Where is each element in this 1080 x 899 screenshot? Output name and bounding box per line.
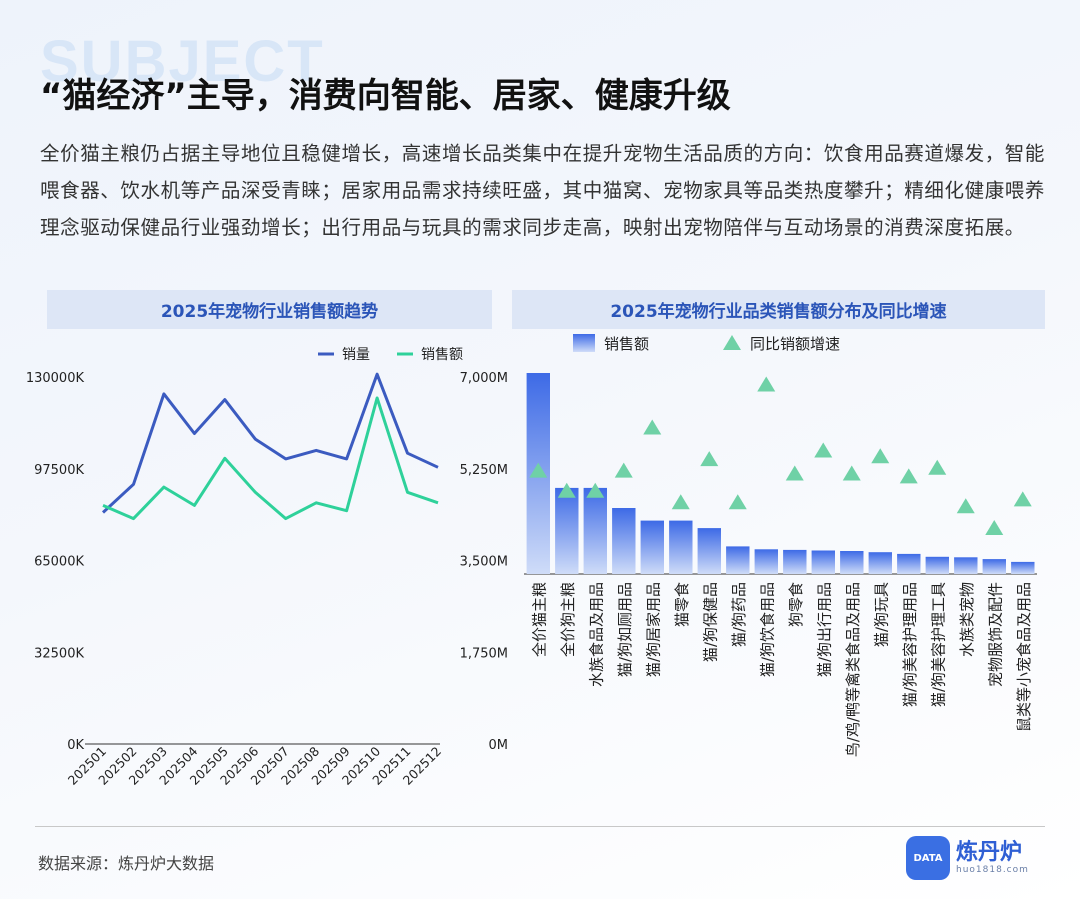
sales-bar — [897, 553, 921, 574]
brand-logo: DATA 炼丹炉 huo1818.com — [906, 836, 1029, 880]
category-label: 猫零食 — [673, 582, 691, 627]
sales-bar — [982, 559, 1006, 574]
category-label: 鸟/鸡/鸭等禽类食品及用品 — [844, 582, 862, 757]
category-label: 猫/狗居家用品 — [644, 582, 662, 677]
category-label: 全价猫主粮 — [530, 582, 548, 657]
sales-bar — [925, 556, 949, 574]
triangle-legend-icon — [723, 335, 741, 350]
right-axis-tick-label: 0M — [489, 738, 509, 753]
growth-triangle-marker — [671, 494, 690, 510]
category-label: 宠物服饰及配件 — [986, 582, 1004, 687]
category-label: 猫/狗药品 — [730, 582, 748, 647]
category-label: 猫/狗美容护理用品 — [901, 582, 919, 707]
growth-triangle-marker — [700, 451, 719, 467]
sales-bar — [1011, 561, 1035, 574]
right-axis-tick-label: 3,500M — [460, 555, 508, 570]
growth-triangle-marker — [928, 459, 947, 475]
category-label: 全价狗主粮 — [559, 582, 577, 657]
sales-bar — [811, 550, 835, 574]
bar-legend-swatch — [573, 334, 595, 352]
footer-divider — [35, 826, 1045, 827]
left-axis-tick-label: 65000K — [34, 555, 84, 570]
growth-triangle-marker — [899, 468, 918, 484]
category-label: 猫/狗饮食用品 — [758, 582, 776, 677]
sales-bar — [640, 520, 664, 574]
volume-series-line — [101, 372, 439, 514]
category-label: 水族类宠物 — [958, 582, 976, 657]
growth-triangle-marker — [529, 462, 548, 478]
category-label: 猫/狗玩具 — [872, 582, 890, 647]
right-axis-tick-label: 5,250M — [460, 463, 508, 478]
growth-triangle-marker — [842, 465, 861, 481]
category-label: 猫/狗如厕用品 — [616, 582, 634, 677]
growth-triangle-marker — [956, 498, 975, 514]
sales-bar — [840, 551, 864, 574]
left-axis-tick-label: 0K — [67, 738, 84, 753]
triangle-legend-label: 同比销额增速 — [750, 335, 840, 353]
growth-triangle-marker — [643, 419, 662, 435]
summary-paragraph: 全价猫主粮仍占据主导地位且稳健增长，高速增长品类集中在提升宠物生活品质的方向：饮… — [40, 142, 1046, 239]
sales-bar — [868, 552, 892, 574]
sales-bar — [555, 487, 579, 574]
bar-chart-title: 2025年宠物行业品类销售额分布及同比增速 — [512, 290, 1045, 329]
growth-triangle-marker — [757, 376, 776, 392]
sales-bar — [669, 520, 693, 574]
right-axis-tick-label: 1,750M — [460, 646, 508, 661]
left-axis-tick-label: 32500K — [34, 646, 84, 661]
line-legend-label: 销售额 — [421, 347, 463, 363]
background-watermark: SUBJECT — [40, 29, 325, 94]
left-axis-tick-label: 130000K — [26, 371, 85, 386]
category-label: 水族食品及用品 — [587, 582, 605, 687]
sales-bar — [612, 508, 636, 574]
category-label: 猫/狗保健品 — [701, 582, 719, 662]
bar-legend-label: 销售额 — [604, 335, 649, 353]
page-title: “猫经济”主导，消费向智能、居家、健康升级 — [40, 76, 731, 116]
logo-name: 炼丹炉 — [956, 840, 1023, 865]
sales-bar — [697, 528, 721, 574]
sales-series-line — [102, 396, 439, 521]
growth-triangle-marker — [871, 448, 890, 464]
data-source: 数据来源：炼丹炉大数据 — [38, 854, 215, 873]
left-axis-tick-label: 97500K — [34, 463, 84, 478]
growth-triangle-marker — [785, 465, 804, 481]
sales-bar — [726, 546, 750, 574]
logo-url: huo1818.com — [956, 865, 1029, 875]
category-label: 猫/狗美容护理工具 — [929, 582, 947, 707]
growth-triangle-marker — [1013, 491, 1032, 507]
growth-triangle-marker — [728, 494, 747, 510]
category-label: 猫/狗出行用品 — [815, 582, 833, 677]
logo-icon: DATA — [906, 836, 950, 880]
growth-triangle-marker — [814, 442, 833, 458]
category-label: 鼠类等小宠食品及用品 — [1015, 582, 1033, 732]
right-axis-tick-label: 7,000M — [460, 371, 508, 386]
growth-triangle-marker — [557, 482, 576, 498]
category-label: 狗零食 — [787, 582, 805, 627]
sales-bar — [954, 557, 978, 574]
growth-triangle-marker — [614, 462, 633, 478]
line-legend-label: 销量 — [342, 347, 370, 363]
line-chart-title: 2025年宠物行业销售额趋势 — [47, 290, 492, 329]
sales-bar — [583, 487, 607, 574]
growth-triangle-marker — [586, 482, 605, 498]
growth-triangle-marker — [985, 520, 1004, 536]
sales-bar — [754, 549, 778, 574]
sales-bar — [783, 549, 807, 574]
